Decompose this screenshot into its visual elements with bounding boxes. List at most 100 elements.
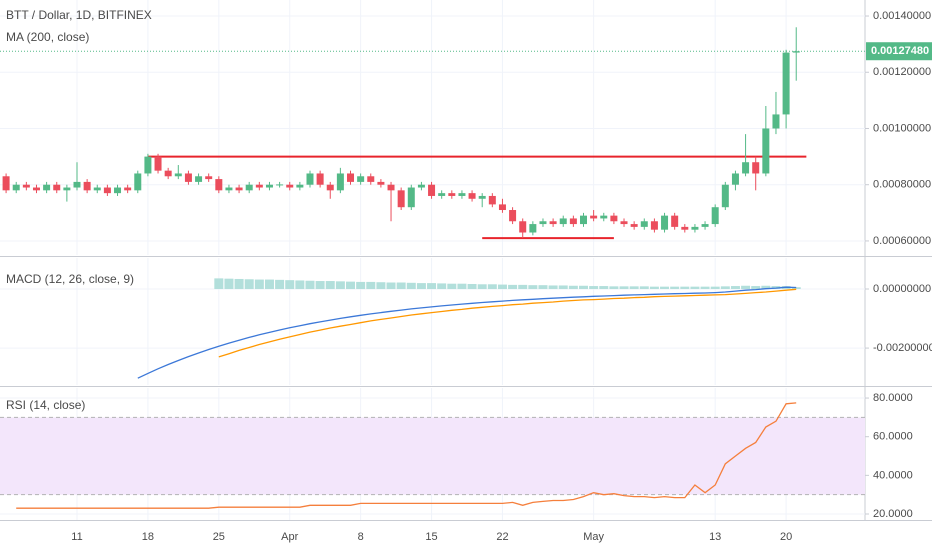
histogram-bar [568,285,578,290]
candle-body [12,184,20,191]
x-tick-label: 22 [496,531,508,543]
x-tick-label: 25 [213,531,225,543]
histogram-bar [497,284,507,290]
histogram-bar [538,285,548,290]
candle-body [357,176,365,182]
candle-body [468,193,476,199]
histogram-bar [254,279,264,290]
candle-body [407,187,415,208]
indicator-label: RSI (14, close) [6,398,85,412]
histogram-bar [589,286,599,290]
rsi-band [0,417,865,495]
histogram-bar [416,283,426,290]
histogram-bar [548,285,558,290]
candle-body [184,173,192,182]
candle-body [286,184,294,188]
histogram-bar [335,281,345,290]
candle-body [701,224,709,227]
candle-body [73,181,81,188]
candle-body [265,184,273,188]
histogram-bar [376,282,386,290]
candle-body [215,179,223,191]
candle-body [762,128,770,174]
histogram-bar [234,278,244,290]
candle-body [458,193,466,196]
x-tick-label: 15 [425,531,437,543]
candle-body [630,224,638,227]
histogram-bar [518,284,528,290]
candle-body [549,221,557,225]
candle-body [276,184,284,186]
candle-body [235,187,243,191]
candle-body [640,221,648,227]
histogram-bar [660,286,670,290]
candle-body [22,184,30,188]
candle-body [347,173,355,182]
histogram-bar [680,286,690,290]
candle-body [620,221,628,225]
histogram-bar [325,281,335,290]
candle-body [559,218,567,225]
macd-line [137,286,797,379]
signal-line [218,288,797,358]
candle-body [245,184,253,191]
histogram-bar [710,286,720,290]
histogram-bar [305,280,315,290]
histogram-bar [639,286,649,290]
x-tick-label: Apr [281,531,298,543]
histogram-bar [730,286,740,290]
candle-body [93,187,101,191]
x-tick-label: 8 [358,531,364,543]
candle-body [225,187,233,191]
candle-body [53,184,61,191]
histogram-bar [741,285,751,290]
candle-body [397,190,405,208]
candle-body [448,193,456,196]
histogram-bar [508,284,518,290]
candle-body [529,224,537,233]
rsi-line [16,402,797,509]
candle-body [671,215,679,227]
histogram-bar [649,286,659,290]
candle-body [336,173,344,191]
candle-body [711,207,719,225]
candle-body [296,184,304,188]
histogram-bar [761,285,771,290]
candle-body [478,195,486,199]
candle-body [681,226,689,230]
candle-body [103,187,111,194]
histogram-bar [487,284,497,290]
candle-body [752,162,760,174]
histogram-bar [599,286,609,290]
y-tick-label: 60.0000 [873,431,913,443]
histogram-bar [244,279,254,290]
y-tick-label: 0.00080000 [873,179,931,191]
histogram-bar [619,286,629,290]
candle-body [2,176,10,191]
y-tick-label: -0.00200000 [873,342,932,354]
candle-body [590,215,598,219]
histogram-bar [396,282,406,290]
y-tick-label: 0.00120000 [873,66,931,78]
histogram-bar [447,283,457,290]
last-price-label: 0.00127480 [871,45,929,57]
histogram-bar [285,280,295,290]
y-tick-label: 0.00000000 [873,283,931,295]
candle-body [144,156,152,174]
histogram-bar [346,281,356,290]
candle-body [195,176,203,182]
histogram-bar [690,286,700,290]
chart-title: BTT / Dollar, 1D, BITFINEX [6,8,152,22]
candle-body [721,184,729,208]
candle-body [428,184,436,196]
histogram-bar [751,286,761,290]
candle-body [124,187,132,191]
candle-body [569,218,577,225]
histogram-bar [629,286,639,290]
last-price-box [866,42,932,61]
histogram-bar [609,286,619,290]
candle-body [154,156,162,171]
y-tick-label: 80.0000 [873,392,913,404]
candle-body [600,215,608,219]
